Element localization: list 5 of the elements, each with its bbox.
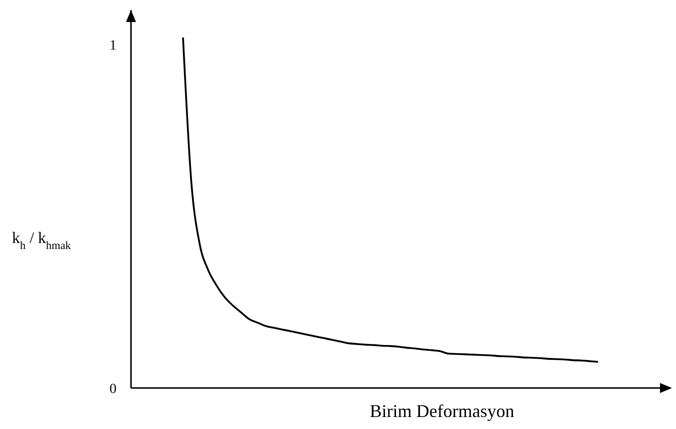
y-tick-label: 0 [110,382,116,397]
x-axis-title: Birim Deformasyon [370,401,514,421]
y-tick-label: 1 [110,38,116,54]
y-axis-title: k$_{h}$ / k$_{hmak}$ [12,230,72,252]
line-series [182,36,599,363]
